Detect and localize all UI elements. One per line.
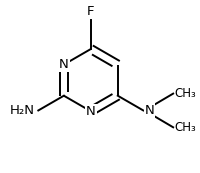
Text: CH₃: CH₃ [175,87,197,100]
Text: N: N [145,104,155,117]
Text: F: F [87,5,95,18]
Text: CH₃: CH₃ [175,121,197,134]
Text: N: N [86,105,96,118]
Text: H₂N: H₂N [10,104,35,117]
Text: N: N [59,58,69,71]
